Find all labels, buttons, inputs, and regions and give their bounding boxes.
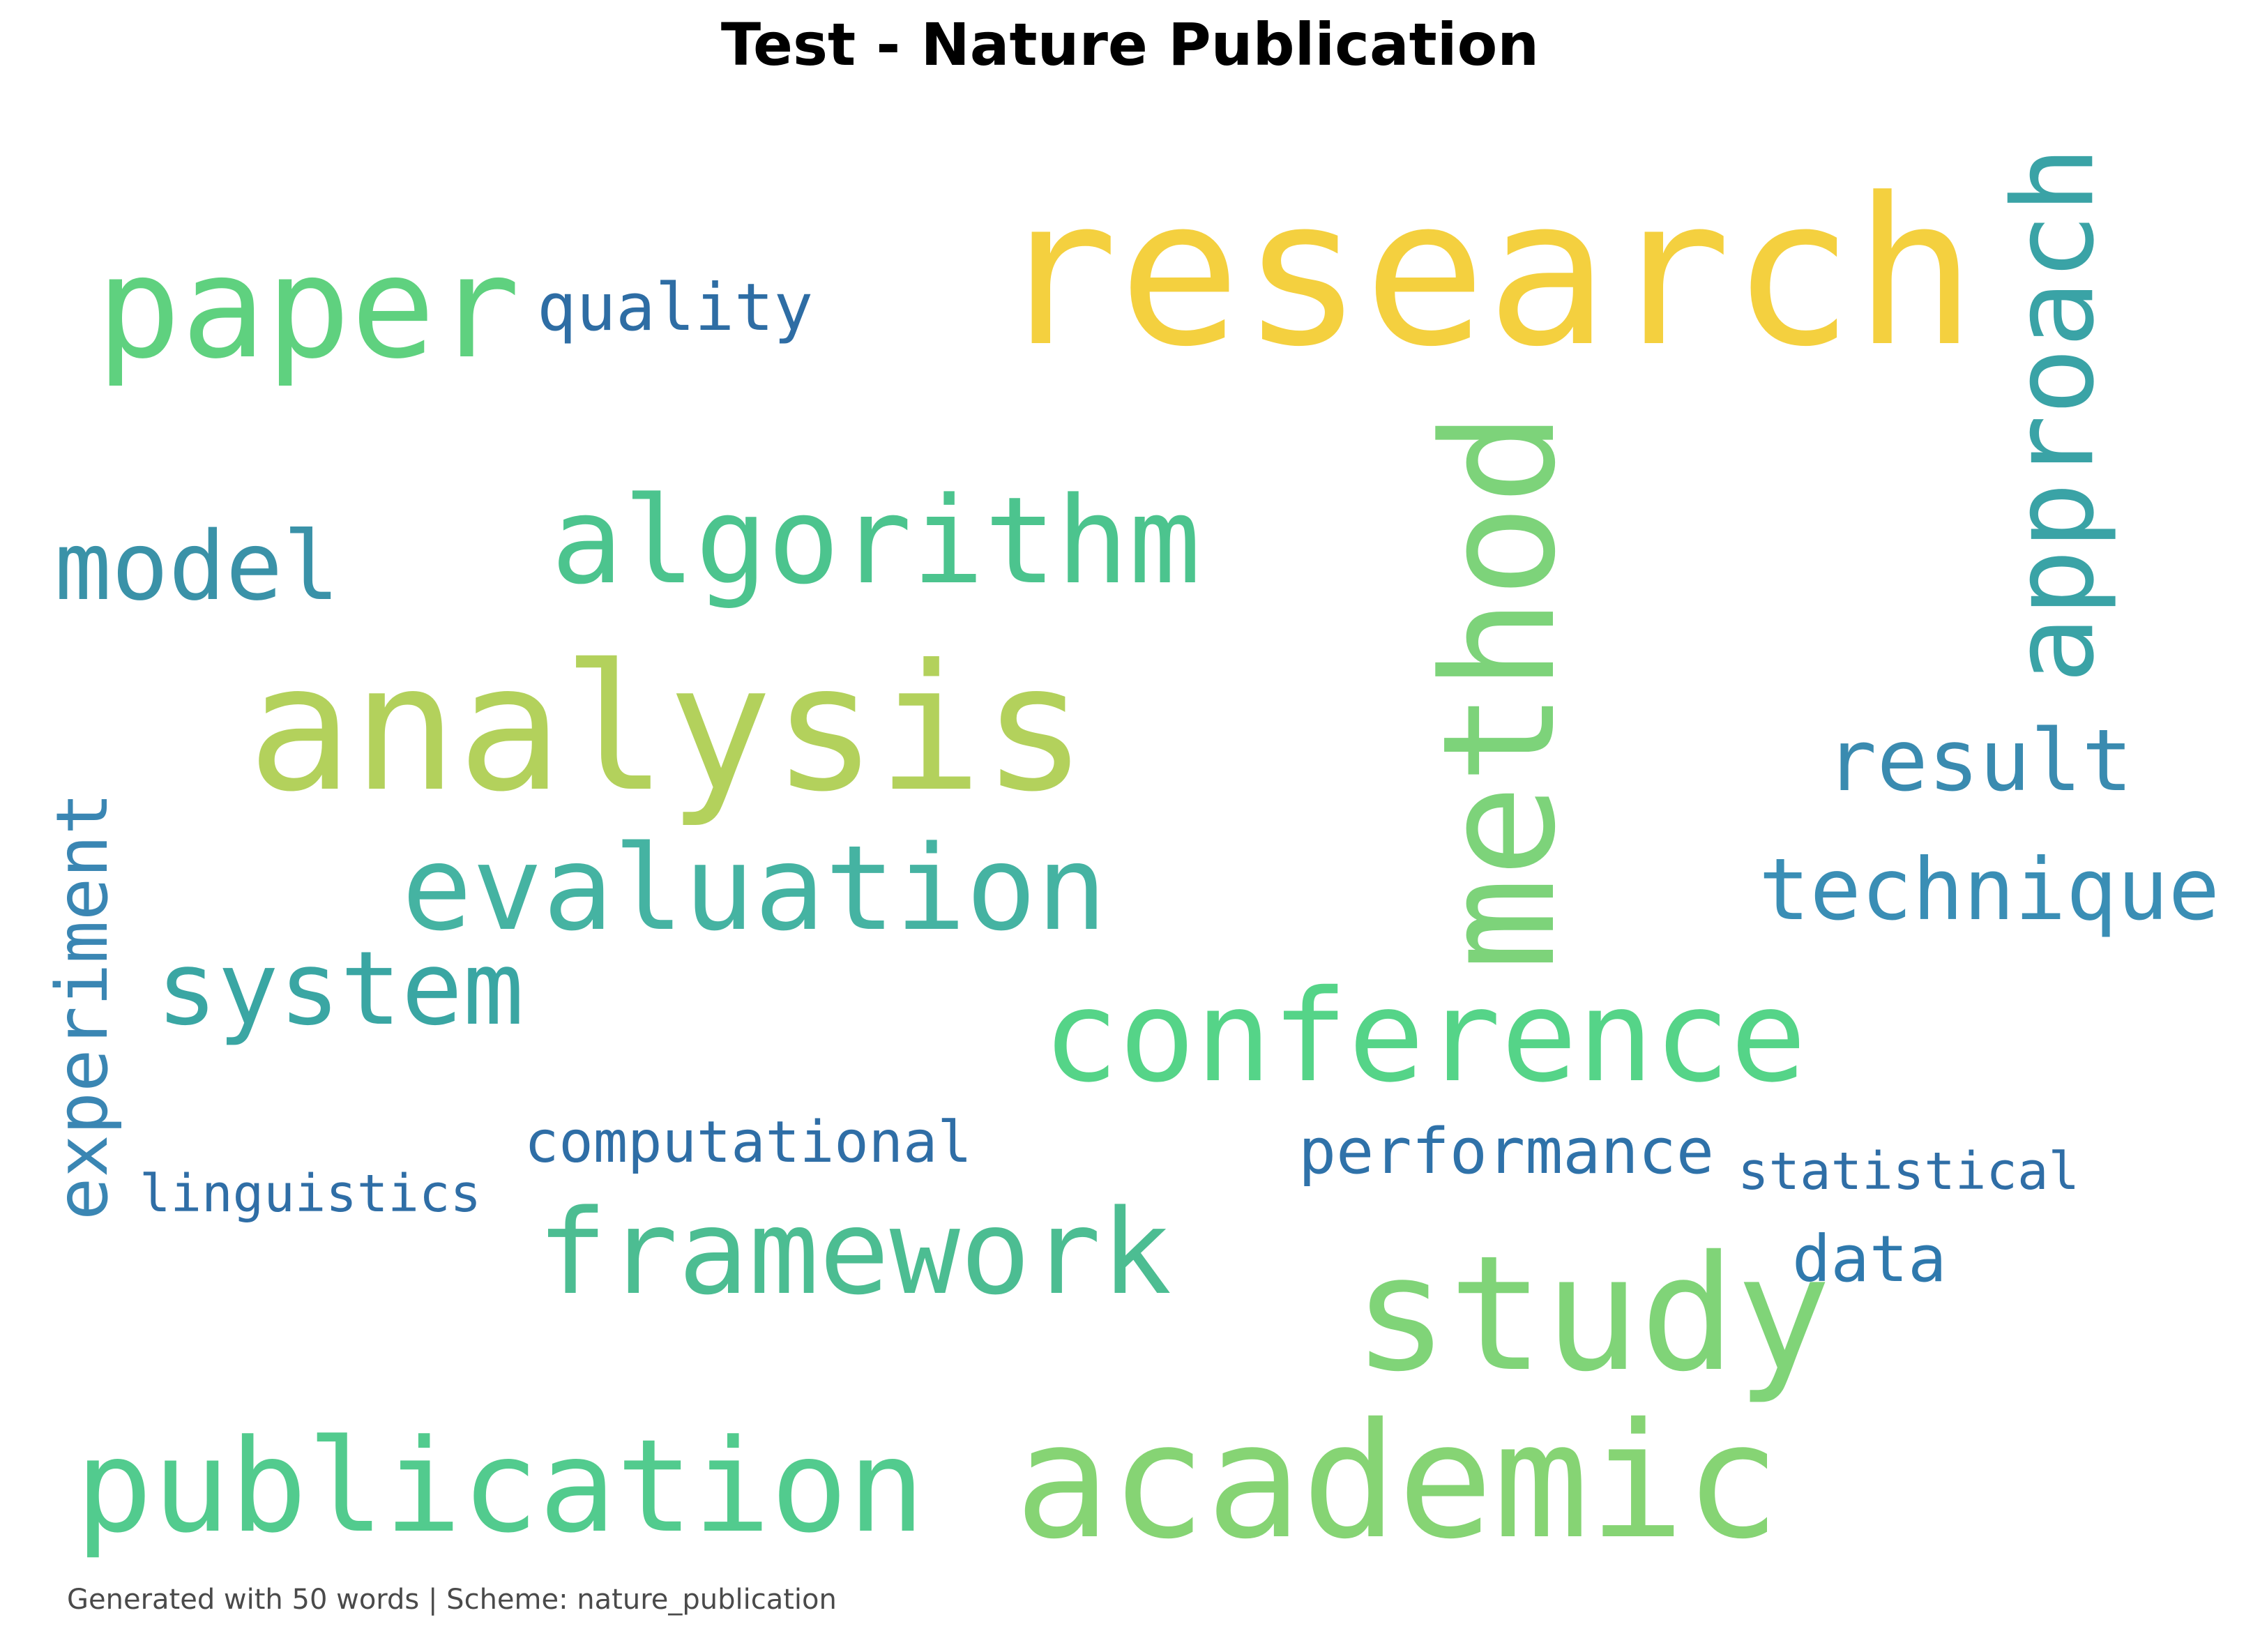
word-evaluation: evaluation <box>402 820 1107 957</box>
word-approach: approach <box>1988 146 2119 684</box>
word-algorithm: algorithm <box>551 471 1201 611</box>
footer-caption: Generated with 50 words | Scheme: nature… <box>67 1584 837 1616</box>
word-study: study <box>1353 1221 1832 1407</box>
word-result: result <box>1826 711 2133 810</box>
word-model: model <box>54 512 340 622</box>
word-technique: technique <box>1759 840 2220 939</box>
word-quality: quality <box>537 270 814 346</box>
word-system: system <box>156 930 524 1048</box>
word-publication: publication <box>75 1412 925 1561</box>
word-analysis: analysis <box>248 627 1088 830</box>
word-method: method <box>1409 411 1590 971</box>
word-statistical: statistical <box>1738 1142 2080 1202</box>
word-research: research <box>996 154 1977 391</box>
figure-title: Test - Nature Publication <box>720 10 1540 79</box>
word-paper: paper <box>96 225 521 390</box>
word-conference: conference <box>1042 962 1807 1110</box>
word-linguistics: linguistics <box>139 1164 482 1224</box>
word-framework: framework <box>537 1184 1172 1321</box>
word-experiment: experiment <box>41 791 125 1221</box>
word-data: data <box>1792 1222 1947 1296</box>
word-academic: academic <box>1015 1388 1781 1574</box>
word-performance: performance <box>1298 1115 1715 1188</box>
word-computational: computational <box>524 1109 972 1176</box>
